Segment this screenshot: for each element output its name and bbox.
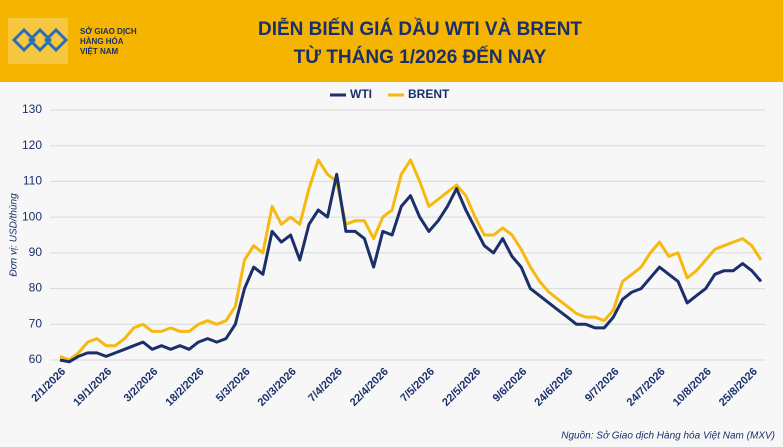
y-tick-label: 110 [23,174,42,188]
header-band [0,0,783,82]
source: Nguồn: Sở Giao dịch Hàng hóa Việt Nam (M… [561,430,775,442]
y-tick-label: 70 [29,316,43,330]
y-tick-label: 120 [22,138,42,152]
logo-text: HÀNG HÓA [80,37,124,46]
legend-label: BRENT [408,87,450,101]
legend-label: WTI [350,87,372,101]
logo: SỞ GIAO DỊCH HÀNG HÓA VIỆT NAM [8,18,137,64]
y-tick-label: 80 [29,281,43,295]
y-axis-label: Đơn vị: USD/thùng [9,193,20,277]
logo-mark [11,27,69,53]
y-tick-label: 100 [22,209,42,223]
logo-text: SỞ GIAO DỊCH [80,27,137,36]
chart-title: DIỄN BIẾN GIÁ DẦU WTI VÀ BRENT [258,18,582,40]
y-tick-label: 60 [29,352,43,366]
line-series [59,158,763,362]
logo-plate [8,18,68,64]
y-tick-label: 90 [29,245,43,259]
chart-title: TỪ THÁNG 1/2026 ĐẾN NAY [294,46,547,68]
y-tick-label: 130 [22,102,42,116]
logo-text: VIỆT NAM [80,47,119,56]
line-series [59,172,763,364]
